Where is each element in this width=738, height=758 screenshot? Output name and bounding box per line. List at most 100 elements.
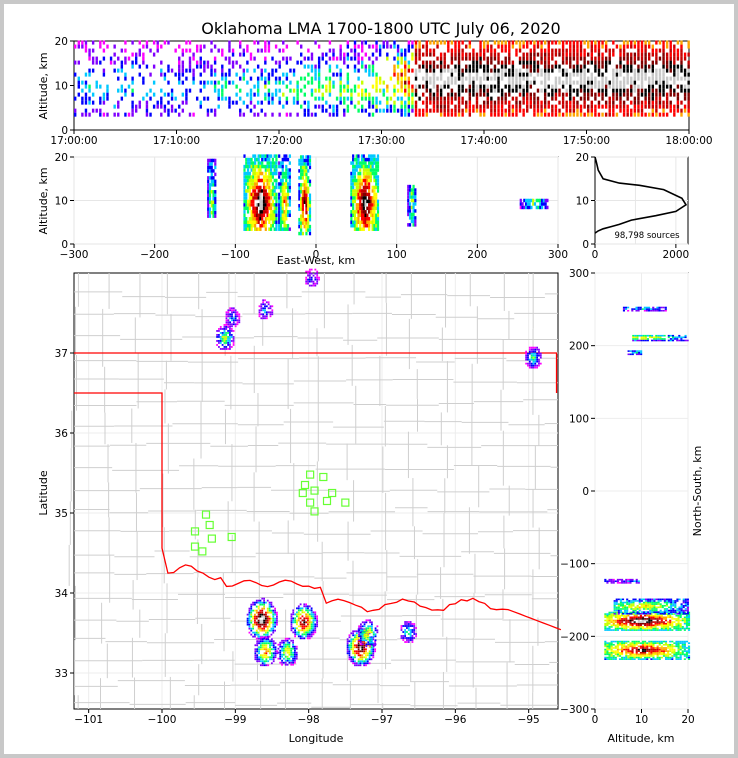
plan-view-source-cell [407, 621, 410, 623]
altitude-time-source-cell [447, 108, 450, 113]
altitude-time-source-cell [604, 104, 608, 109]
plan-view-source-cell [263, 621, 265, 624]
eastwest-axis-tick-label: −200 [140, 249, 169, 261]
altitude-time-source-cell [328, 68, 332, 73]
eastwest-source-cell [285, 213, 288, 218]
plan-view-source-cell [308, 272, 311, 275]
plan-view-source-cell [363, 634, 366, 637]
plan-view-source-cell [279, 661, 282, 664]
altitude-time-source-cell [407, 108, 411, 113]
altitude-time-source-cell [396, 76, 400, 81]
eastwest-source-cell [362, 189, 365, 193]
altitude-time-source-cell [206, 80, 210, 85]
eastwest-source-cell [359, 168, 362, 172]
altitude-time-source-cell [508, 104, 511, 109]
northsouth-source-cell [612, 619, 615, 622]
altitude-time-source-cell [569, 76, 572, 81]
eastwest-source-cell [266, 164, 269, 169]
altitude-time-source-cell [508, 68, 511, 73]
altitude-time-source-cell [594, 56, 597, 61]
plan-view-source-cell [229, 340, 231, 342]
altitude-time-source-cell [497, 96, 500, 101]
eastwest-source-cell [352, 213, 355, 218]
eastwest-source-cell [246, 182, 250, 186]
altitude-time-source-cell [529, 104, 533, 109]
eastwest-source-cell [364, 217, 367, 221]
altitude-time-source-cell [343, 108, 346, 113]
plan-view-source-cell [292, 657, 294, 660]
altitude-time-source-cell [203, 44, 206, 49]
eastwest-source-cell [285, 192, 288, 197]
altitude-time-source-cell [665, 76, 669, 81]
altitude-time-source-cell [579, 44, 583, 49]
plan-view-source-cell [250, 605, 253, 608]
altitude-time-source-cell [267, 44, 271, 49]
altitude-time-source-cell [160, 72, 163, 77]
northsouth-source-cell [688, 627, 691, 630]
plan-view-source-cell [246, 621, 249, 624]
altitude-time-source-cell [658, 40, 662, 45]
altitude-time-source-cell [583, 96, 586, 101]
plan-view-source-cell [308, 613, 311, 616]
eastwest-source-cell [264, 206, 267, 211]
plan-view-source-cell [297, 629, 300, 632]
eastwest-source-cell [360, 213, 364, 218]
plan-view-source-cell [350, 644, 353, 647]
altitude-time-source-cell [156, 104, 159, 109]
eastwest-source-cell [270, 210, 273, 214]
northsouth-source-cell [685, 622, 689, 625]
altitude-time-source-cell [292, 68, 296, 73]
altitude-time-source-cell [429, 48, 432, 53]
plan-view-source-cell [255, 637, 258, 640]
altitude-time-source-cell [407, 64, 411, 69]
altitude-time-source-cell [289, 68, 292, 73]
eastwest-source-cell [407, 195, 410, 199]
altitude-time-source-cell [192, 112, 195, 117]
eastwest-source-cell [353, 220, 357, 224]
altitude-time-source-cell [289, 88, 292, 93]
altitude-time-source-cell [551, 96, 554, 101]
altitude-time-source-cell [558, 40, 561, 45]
eastwest-source-cell [353, 223, 357, 228]
altitude-time-source-cell [206, 108, 210, 113]
altitude-time-source-cell [432, 40, 436, 45]
plan-view-source-cell [216, 330, 218, 332]
eastwest-source-cell [412, 216, 415, 220]
altitude-time-source-cell [536, 100, 540, 105]
plan-view-source-cell [372, 635, 375, 638]
northsouth-source-cell [612, 629, 615, 631]
plan-view-source-cell [270, 648, 273, 651]
altitude-time-source-cell [203, 80, 206, 85]
plan-view-source-cell [258, 640, 260, 643]
plan-view-source-cell [292, 645, 294, 648]
plan-view-source-cell [361, 656, 364, 659]
altitude-time-source-cell [84, 80, 88, 85]
plan-view-source-cell [409, 621, 412, 623]
altitude-time-source-cell [303, 92, 306, 97]
plan-view-source-cell [536, 366, 539, 369]
altitude-time-source-cell [511, 40, 515, 45]
altitude-time-source-cell [569, 60, 572, 65]
altitude-time-source-cell [579, 48, 583, 53]
altitude-time-source-cell [648, 88, 651, 93]
eastwest-source-cell [376, 168, 380, 172]
plan-view-source-cell [299, 617, 302, 620]
plan-view-source-cell [232, 340, 235, 342]
eastwest-source-cell [359, 164, 362, 169]
plan-view-source-cell [310, 627, 313, 630]
altitude-time-source-cell [662, 40, 665, 45]
altitude-time-source-cell [518, 92, 522, 97]
plan-view-source-cell [372, 643, 375, 646]
eastwest-source-cell [257, 220, 260, 224]
altitude-time-source-cell [404, 72, 407, 77]
altitude-time-source-cell [300, 44, 303, 49]
plan-view-source-cell [525, 362, 528, 365]
eastwest-source-cell [537, 198, 540, 203]
altitude-time-source-cell [604, 64, 608, 69]
northsouth-source-cell [650, 622, 653, 625]
eastwest-source-cell [298, 162, 301, 166]
altitude-time-source-cell [457, 48, 461, 53]
eastwest-source-cell [353, 178, 357, 183]
plan-view-source-cell [352, 634, 355, 637]
eastwest-source-cell [357, 164, 360, 169]
